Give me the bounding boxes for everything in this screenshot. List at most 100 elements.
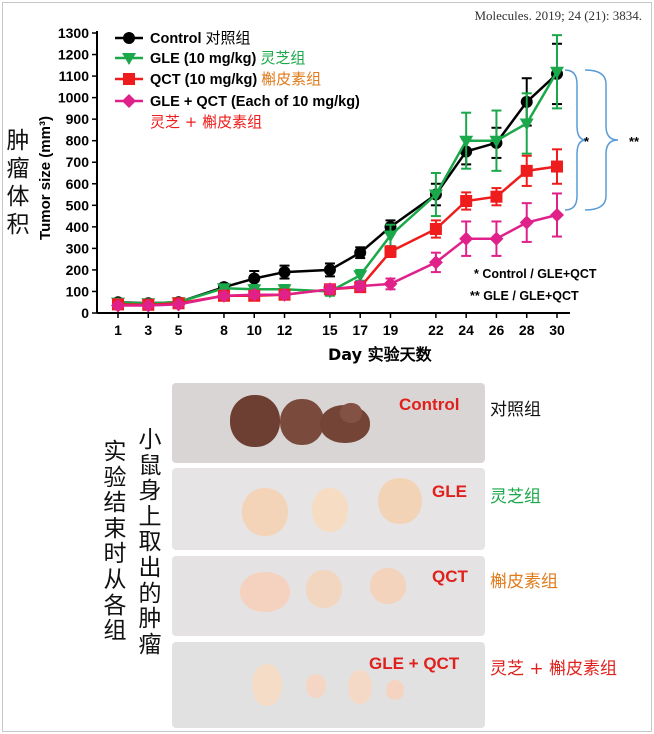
y-tick-label: 200 (66, 262, 90, 278)
data-point (323, 263, 336, 276)
tumor (312, 488, 348, 532)
data-point (490, 190, 503, 203)
photo-control (172, 383, 485, 463)
data-point (277, 287, 292, 302)
photo-cn-control: 对照组 (490, 400, 541, 420)
caption-char: 束 (103, 515, 127, 542)
data-point (354, 246, 367, 259)
significance-single-star: * (584, 134, 590, 149)
legend-label: Control (150, 31, 202, 47)
legend-marker (123, 32, 135, 44)
y-tick-label: 500 (66, 197, 90, 213)
x-tick-label: 5 (175, 322, 183, 338)
data-point (248, 272, 261, 285)
y-tick-label: 1200 (58, 47, 89, 63)
photo-label-combo: GLE + QCT (369, 654, 460, 673)
note-control-vs-combo: * Control / GLE+QCT (474, 267, 597, 281)
y-tick-label: 800 (66, 133, 90, 149)
note-gle-vs-combo: ** GLE / GLE+QCT (470, 289, 579, 303)
y-axis-label-cn: 肿瘤体积 (4, 127, 32, 239)
x-tick-label: 3 (144, 322, 152, 338)
legend-marker (123, 73, 135, 85)
caption-char: 组 (103, 618, 127, 645)
legend-label-cn: 槲皮素组 (261, 70, 321, 88)
data-point (278, 266, 291, 279)
legend-label-cn: 对照组 (206, 29, 251, 47)
photo-label-qct: QCT (432, 567, 468, 586)
y-tick-label: 900 (66, 111, 90, 127)
caption-char: 验 (103, 464, 127, 491)
photo-qct (172, 556, 485, 636)
caption-char: 取 (138, 529, 162, 556)
citation: Molecules. 2019; 24 (21): 3834. (474, 8, 642, 23)
tumor (348, 670, 372, 704)
photo-cn-combo: 灵芝 + 槲皮素组 (490, 659, 618, 679)
legend-label-cn: 灵芝组 (260, 49, 305, 67)
data-point (459, 135, 474, 148)
legend-label: GLE + QCT (Each of 10 mg/kg) (150, 94, 360, 110)
legend-label-cn: 灵芝 + 槲皮素组 (150, 113, 262, 131)
data-point (111, 298, 125, 313)
y-tick-label: 600 (66, 176, 90, 192)
y-label-char: 体 (6, 184, 30, 210)
x-tick-label: 17 (352, 322, 368, 338)
data-point (429, 223, 442, 235)
tumor (340, 403, 362, 423)
x-tick-label: 8 (220, 322, 228, 338)
tumor (230, 395, 280, 447)
significance-double-star: ** (629, 134, 640, 149)
bracket-control-vs-combo (564, 69, 587, 211)
y-label-char: 积 (6, 212, 30, 238)
caption-char: 上 (138, 503, 162, 530)
data-point (489, 135, 504, 148)
data-point (322, 282, 337, 297)
x-tick-label: 15 (322, 322, 338, 338)
caption-char: 从 (103, 566, 127, 593)
photo-gle (172, 468, 485, 550)
legend-label: GLE (10 mg/kg) (150, 51, 257, 67)
data-point (428, 255, 443, 270)
data-point (171, 297, 186, 312)
y-tick-label: 0 (81, 305, 89, 321)
y-tick-label: 1000 (58, 90, 89, 106)
y-axis-label: Tumor size (mm³) (37, 116, 54, 240)
tumor (378, 478, 422, 524)
caption-left-vertical: 实验结束时从各组 (102, 439, 128, 645)
x-tick-label: 19 (383, 322, 399, 338)
data-point (353, 279, 368, 294)
x-tick-label: 28 (519, 322, 535, 338)
x-axis-label: Day 实验天数 (328, 345, 433, 364)
y-tick-label: 100 (66, 283, 90, 299)
legend-marker (122, 94, 136, 108)
x-tick-label: 22 (428, 322, 444, 338)
x-tick-label: 24 (458, 322, 474, 338)
y-label-char: 瘤 (6, 156, 30, 182)
data-point (141, 298, 156, 313)
series-line (117, 71, 559, 305)
series-line (117, 165, 558, 307)
data-point (550, 208, 564, 222)
data-point (216, 288, 231, 303)
tumor (280, 399, 324, 445)
data-point (383, 230, 398, 243)
bracket-gle-vs-combo (584, 69, 619, 211)
tumor (252, 664, 282, 706)
photo-cn-qct: 槲皮素组 (490, 572, 558, 592)
data-point (428, 189, 443, 202)
tumor (240, 572, 290, 612)
caption-char: 时 (103, 541, 127, 568)
data-point (550, 66, 564, 79)
tumor (370, 568, 406, 604)
tumor-growth-chart: 0 100 200 300 400 500 600 700 800 900 1000 1100 1200… (37, 25, 640, 364)
data-point (459, 231, 474, 246)
caption-char: 出 (138, 554, 162, 581)
y-tick-label: 1300 (58, 25, 89, 41)
caption-char: 肿 (138, 606, 162, 633)
x-tick-label: 30 (549, 322, 565, 338)
data-point (353, 270, 368, 283)
caption-char: 小 (138, 427, 162, 453)
caption-char: 的 (138, 580, 162, 607)
x-tick-label: 26 (489, 322, 505, 338)
y-tick-label: 400 (66, 219, 90, 235)
